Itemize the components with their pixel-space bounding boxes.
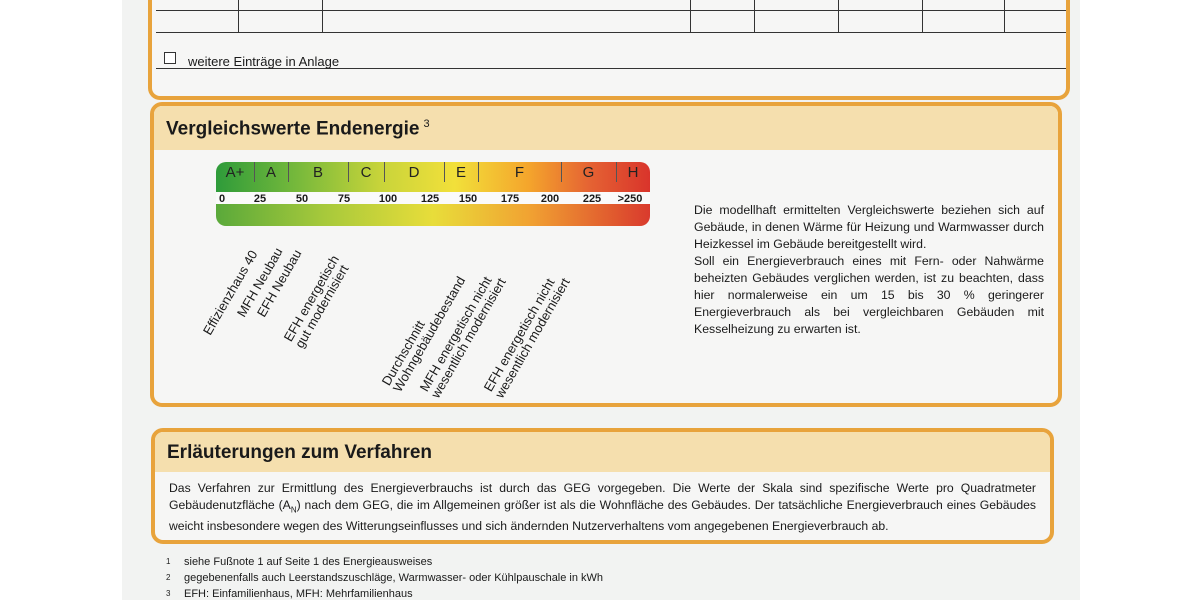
- description-paragraph-1: Die modellhaft ermittelten Vergleichswer…: [694, 203, 1044, 251]
- erlaeuterungen-text-part-1: Das Verfahren zur Ermittlung des Energie…: [169, 481, 1036, 512]
- table-col-line: [690, 0, 691, 32]
- erlaeuterungen-title: Erläuterungen zum Verfahren: [167, 442, 433, 463]
- scale-number: 200: [540, 193, 560, 205]
- footnote-1: 1 siehe Fußnote 1 auf Seite 1 des Energie…: [166, 554, 603, 570]
- table-col-line: [238, 0, 239, 32]
- scale-class-a: A: [265, 164, 276, 181]
- scale-class-c: C: [360, 164, 372, 181]
- footnotes: 1 siehe Fußnote 1 auf Seite 1 des Energie…: [166, 554, 603, 600]
- energy-scale-bottom-bar: [216, 204, 650, 226]
- scale-divider: [384, 162, 385, 182]
- energy-scale-number-strip: [216, 192, 650, 206]
- scale-class-h: H: [627, 164, 639, 181]
- scale-divider: [561, 162, 562, 182]
- table-col-line: [754, 0, 755, 32]
- table-col-line: [838, 0, 839, 32]
- vergleichswerte-description: Die modellhaft ermittelten Vergleichswer…: [694, 202, 1044, 338]
- scale-number: 25: [253, 193, 267, 205]
- table-row-line: [156, 10, 1066, 11]
- vergleichswerte-panel: Vergleichswerte Endenergie 3 A+ A B C D E F G H 0…: [150, 102, 1062, 407]
- scale-number: 175: [500, 193, 520, 205]
- scale-class-d: D: [408, 164, 420, 181]
- scale-number: 100: [378, 193, 398, 205]
- title-footnote-ref: 3: [423, 118, 430, 130]
- scale-number: 225: [582, 193, 602, 205]
- scale-divider: [616, 162, 617, 182]
- footnote-number: 2: [166, 573, 171, 582]
- table-row-line: [156, 32, 1066, 33]
- scale-number: 0: [218, 193, 226, 205]
- erlaeuterungen-panel: Erläuterungen zum Verfahren Das Verfahre…: [151, 428, 1054, 544]
- scale-divider: [444, 162, 445, 182]
- vergleichswerte-title: Vergleichswerte Endenergie: [166, 118, 420, 140]
- scale-number: 50: [295, 193, 309, 205]
- footnote-number: 1: [166, 557, 171, 566]
- footnote-number: 3: [166, 589, 171, 598]
- footnote-text: EFH: Einfamilienhaus, MFH: Mehrfamilienh…: [184, 588, 413, 600]
- scale-number: 150: [458, 193, 478, 205]
- vergleichswerte-header: Vergleichswerte Endenergie 3: [154, 106, 1058, 150]
- scale-class-g: G: [582, 164, 595, 181]
- scale-divider: [478, 162, 479, 182]
- table-row-line: [156, 68, 1066, 69]
- erlaeuterungen-header: Erläuterungen zum Verfahren: [155, 432, 1050, 472]
- erlaeuterungen-text: Das Verfahren zur Ermittlung des Energie…: [155, 472, 1050, 540]
- scale-divider: [254, 162, 255, 182]
- table-col-line: [322, 0, 323, 32]
- scale-number: 75: [337, 193, 351, 205]
- scale-class-a-plus: A+: [225, 164, 245, 181]
- scale-class-b: B: [312, 164, 323, 181]
- scale-number: 125: [420, 193, 440, 205]
- table-col-line: [922, 0, 923, 32]
- footnote-3: 3 EFH: Einfamilienhaus, MFH: Mehrfamilien…: [166, 586, 603, 600]
- energy-scale: A+ A B C D E F G H 0 25 50 75 100 125 150 175 200 225 >250: [216, 162, 650, 232]
- footnote-2: 2 gegebenenfalls auch Leerstandszuschläge…: [166, 570, 603, 586]
- scale-number: >250: [617, 193, 643, 205]
- table-col-line: [1004, 0, 1005, 32]
- description-paragraph-2: Soll ein Energieverbrauch eines mit Fern…: [694, 254, 1044, 336]
- scale-divider: [348, 162, 349, 182]
- more-entries-checkbox[interactable]: [164, 52, 176, 64]
- energy-table-panel: weitere Einträge in Anlage: [148, 0, 1070, 100]
- scale-divider: [288, 162, 289, 182]
- footnote-text: siehe Fußnote 1 auf Seite 1 des Energiea…: [184, 556, 433, 568]
- scale-class-e: E: [455, 164, 466, 181]
- more-entries-label: weitere Einträge in Anlage: [188, 54, 340, 69]
- erlaeuterungen-subscript: N: [290, 505, 297, 515]
- scale-class-f: F: [514, 164, 525, 181]
- footnote-text: gegebenenfalls auch Leerstandszuschläge,…: [184, 572, 604, 584]
- erlaeuterungen-text-part-2: ) nach dem GEG, die im Allgemeinen größe…: [169, 498, 1036, 534]
